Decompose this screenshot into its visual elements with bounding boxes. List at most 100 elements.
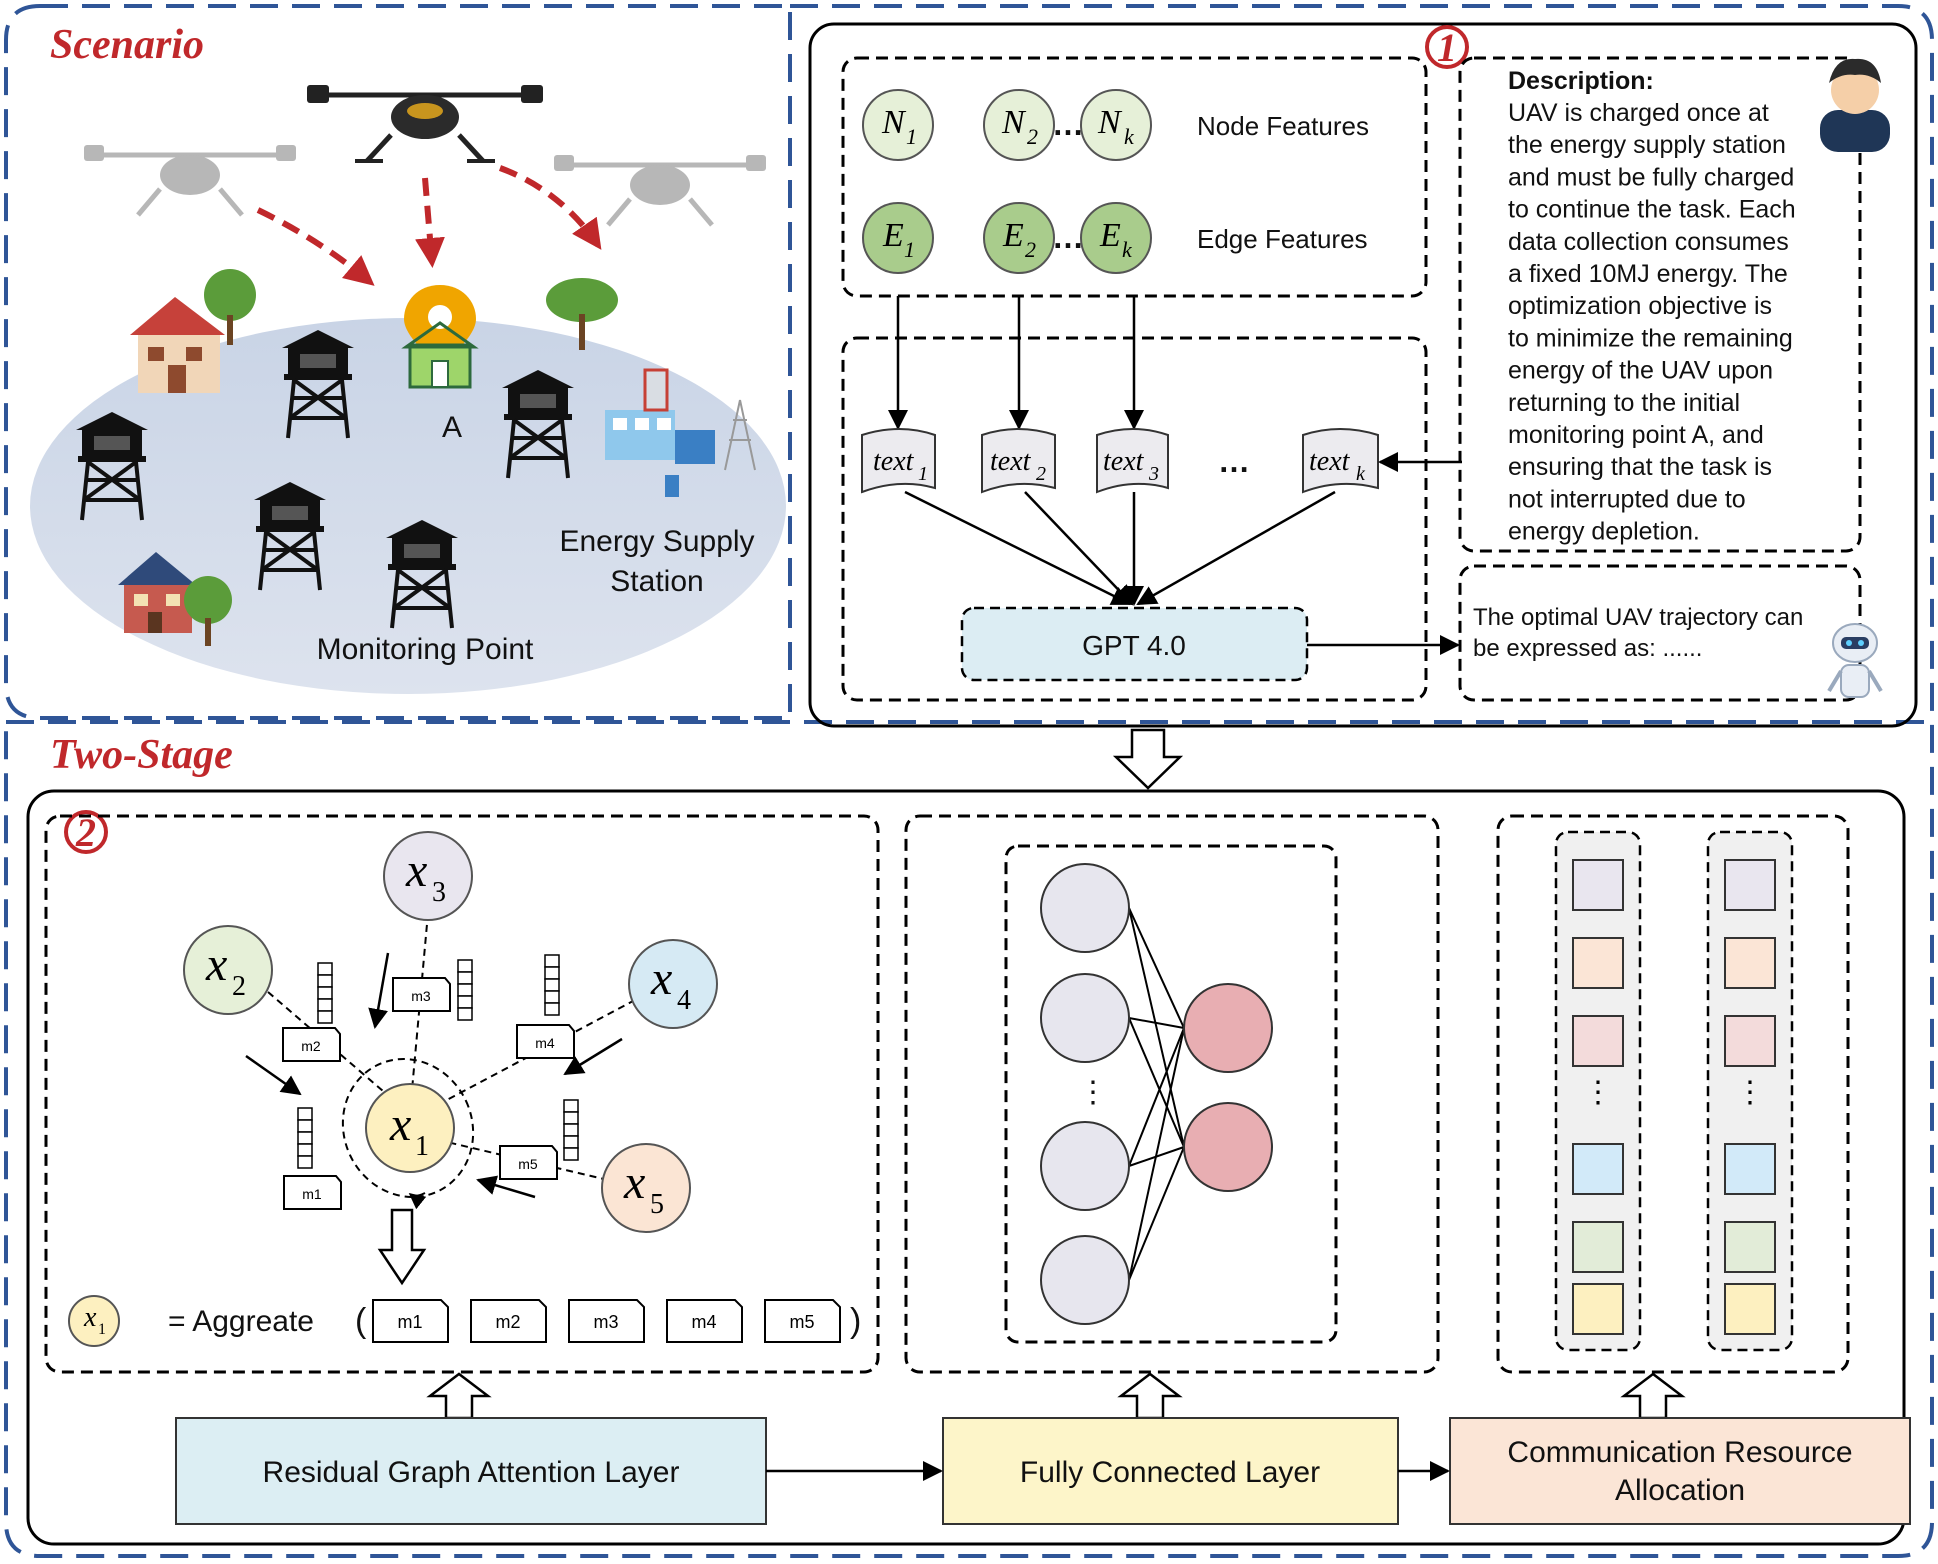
label-energy-station-line1: Energy Supply [559,525,754,558]
graph-node-x1: x 1 [365,1083,455,1173]
message-box-m4: m4 [516,1024,575,1059]
node-ellipsis: … [1052,106,1084,142]
svg-text:x: x [83,1302,97,1333]
resource-cell [1572,1283,1624,1335]
svg-text:2: 2 [75,810,96,855]
vector-cell [563,1111,579,1125]
svg-text:text: text [873,446,915,477]
message-box-m5: m5 [499,1145,558,1180]
vector-cell [544,954,560,968]
svg-text:2: 2 [1025,237,1036,262]
message-arrows [245,952,623,1199]
nn-connection [1128,1017,1185,1029]
feature-to-text-arrows [888,296,1144,430]
svg-text:m1: m1 [302,1186,322,1202]
resource-cell [1724,1143,1776,1195]
attention-vectors [297,954,579,1169]
svg-text:E: E [882,217,904,254]
description-line: UAV is charged once at [1508,99,1769,127]
message-box-m3: m3 [392,977,451,1012]
vector-cell [563,1099,579,1113]
vector-cell [297,1155,313,1169]
description-text: UAV is charged once at the energy supply … [1508,99,1796,546]
resource-cell [1572,1143,1624,1195]
svg-text:k: k [1356,463,1366,485]
description-line: data collection consumes [1508,228,1789,256]
svg-text:text: text [990,446,1032,477]
vector-cell [544,1002,560,1016]
text-token-3: text 3 [1096,428,1169,494]
resource-cell [1724,1221,1776,1273]
aggregate-close-paren: ) [850,1302,861,1340]
description-line: to continue the task. Each [1508,196,1796,224]
location-pin-icon [401,285,479,389]
vector-cell [317,974,333,988]
nn-input-neuron [1040,863,1130,953]
stage1-panel [808,22,1918,728]
aggregate-message-m3: m3 [568,1299,645,1343]
description-line: returning to the initial [1508,389,1740,417]
graph-node-x4: x 4 [628,939,718,1029]
svg-text:1: 1 [904,237,915,262]
resource-cell [1724,859,1776,911]
aggregate-message-m2: m2 [470,1299,547,1343]
aggregate-messages: m1 m2 m3 m4 m5 [372,1299,841,1343]
vector-cell [317,962,333,976]
aggregate-down-arrow [377,1208,427,1286]
svg-text:N: N [1001,104,1027,141]
nn-connection [1128,907,1185,1029]
communication-allocation-layer: Communication Resource Allocation [1449,1417,1911,1525]
label-point-a: A [442,411,462,444]
fc-box [904,814,1440,1374]
drone-icon [307,85,543,163]
svg-text:m2: m2 [301,1038,321,1054]
watch-tower-icon [386,520,458,629]
nn-connection [1128,1146,1185,1281]
watch-tower-icon [502,370,574,479]
vector-cell [297,1143,313,1157]
output-box [1458,564,1862,702]
resource-cell [1572,937,1624,989]
vector-cell [544,990,560,1004]
token-to-gpt-arrows [904,452,1462,606]
message-box-m2: m2 [282,1027,341,1062]
tree-icon [546,278,618,350]
svg-text:N: N [1097,104,1123,141]
svg-text:1: 1 [1437,25,1457,70]
aggregate-message-m1: m1 [372,1299,449,1343]
drone-faded-right-icon [554,155,766,227]
svg-text:1: 1 [906,124,917,149]
svg-text:m2: m2 [495,1312,520,1332]
nn-input-neuron [1040,1235,1130,1325]
watch-tower-icon [254,482,326,591]
energy-station-icon [605,368,756,497]
vector-cell [457,971,473,985]
stage-transition-arrow [1112,728,1184,790]
vector-cell [297,1131,313,1145]
svg-text:Residual Graph Attention Layer: Residual Graph Attention Layer [263,1456,680,1489]
edge-feature-e1: E 1 [862,202,934,274]
scenario-frame [4,4,792,720]
description-line: optimization objective is [1508,292,1772,320]
svg-text:m3: m3 [593,1312,618,1332]
vector-cell [544,966,560,980]
message-box-m1: m1 [283,1175,342,1210]
svg-text:x: x [405,844,427,897]
scenario-title: Scenario [50,22,204,68]
residual-gat-layer: Residual Graph Attention Layer [175,1417,767,1525]
node-feature-nk: N k [1080,89,1152,161]
aggregate-label: = Aggreate [168,1305,314,1338]
description-line: energy depletion. [1508,518,1700,546]
svg-text:k: k [1122,237,1133,262]
description-line: not interrupted due to [1508,485,1746,513]
node-features-label: Node Features [1197,111,1369,141]
stage2-badge: 2 [64,810,108,855]
nn-vertical-dots: ⋮ [1078,1076,1108,1109]
gpt-box: GPT 4.0 [960,606,1309,682]
nn-connection [1128,1017,1185,1148]
svg-text:E: E [1099,217,1121,254]
vector-cell [563,1147,579,1161]
vector-cell [317,986,333,1000]
svg-text:text: text [1309,446,1351,477]
svg-text:2: 2 [1027,124,1038,149]
